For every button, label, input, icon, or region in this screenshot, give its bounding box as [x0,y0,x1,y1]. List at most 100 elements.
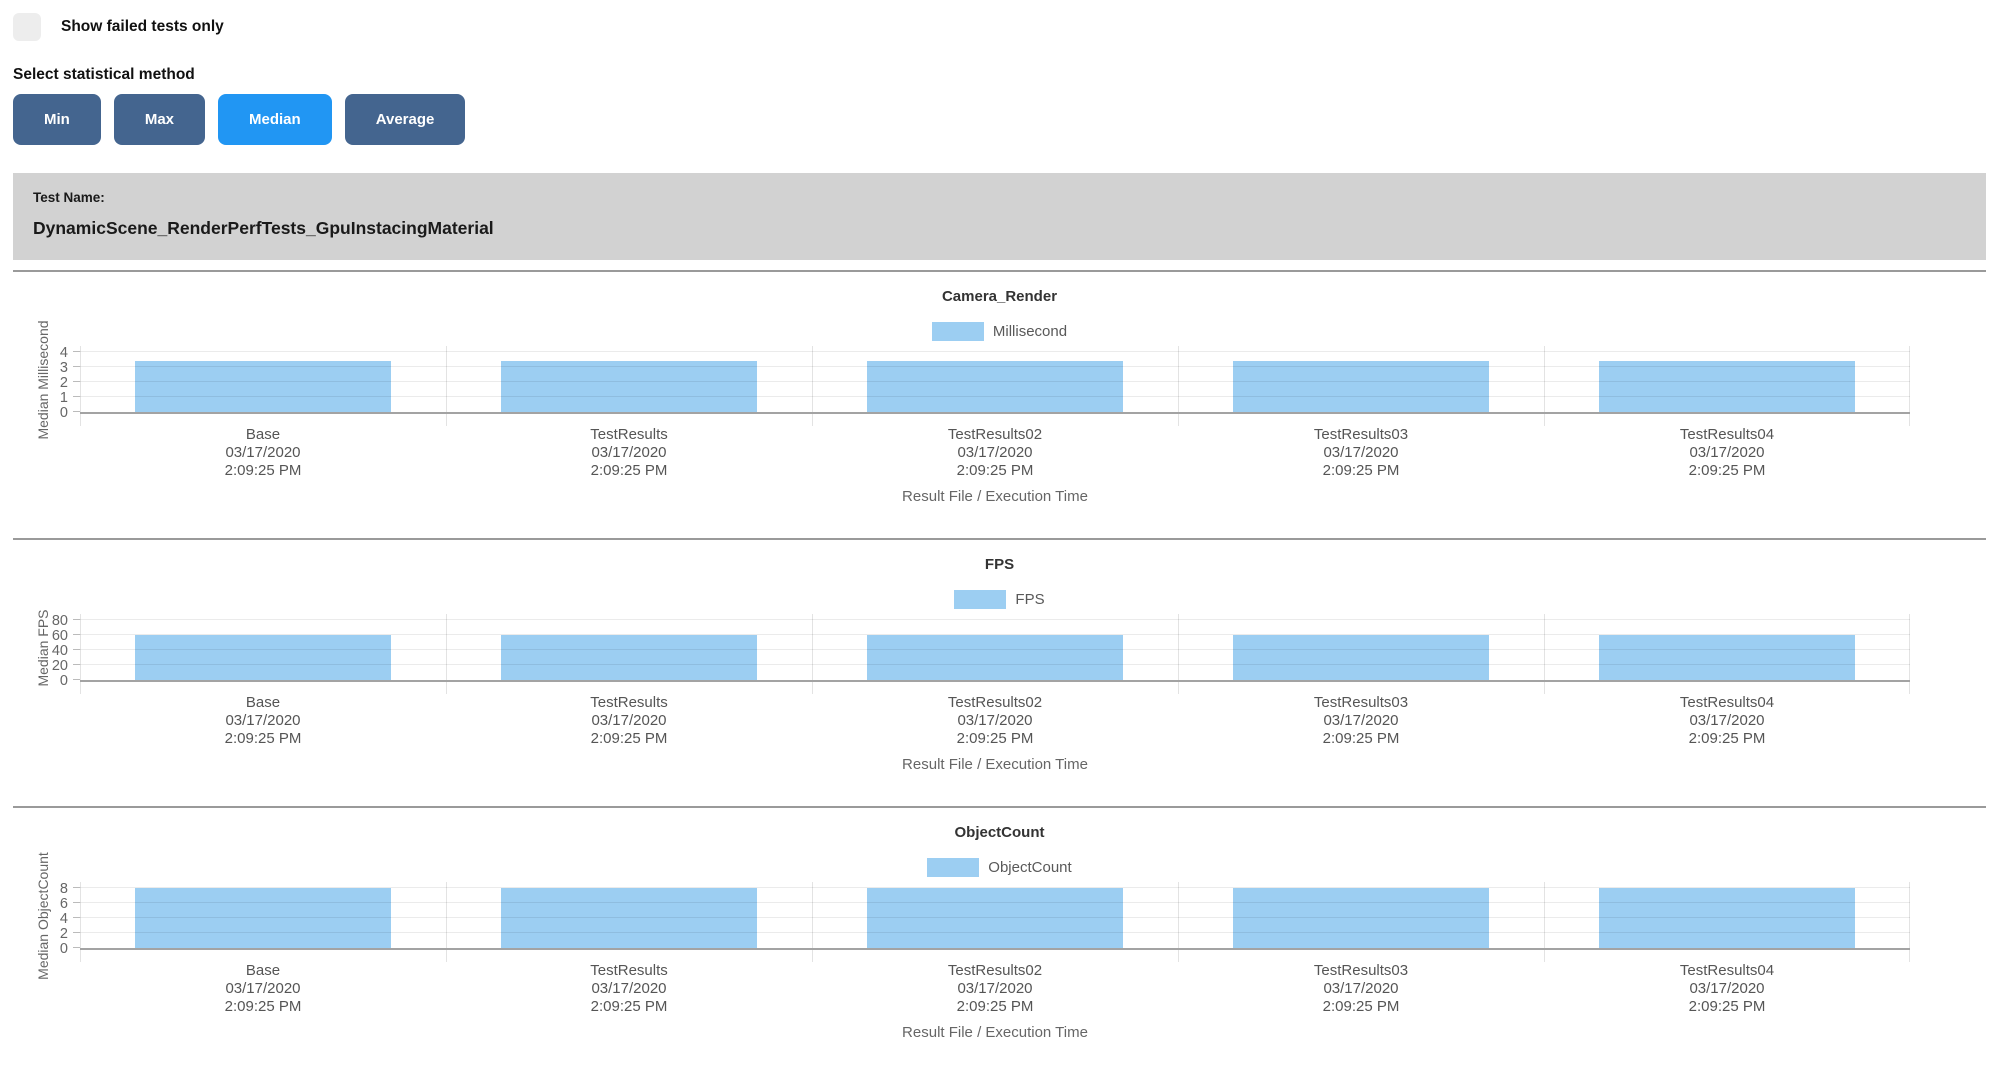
y-tick-mark [73,366,80,367]
y-tick-mark [73,902,80,903]
test-name-header: Test Name: DynamicScene_RenderPerfTests_… [13,173,1986,260]
y-tick-label: 2 [59,926,68,942]
gridline [80,932,1910,933]
execution-date: 03/17/2020 [1689,712,1765,729]
stat-method-buttons: Min Max Median Average [13,94,1986,145]
x-category-label: TestResults04 03/17/2020 2:09:25 PM [1544,694,1910,748]
x-labels: Base 03/17/2020 2:09:25 PM TestResults 03/17… [80,962,1910,1016]
x-labels: Base 03/17/2020 2:09:25 PM TestResults 03/17… [80,426,1910,480]
y-tick-label: 40 [51,643,68,659]
y-tick-mark [73,619,80,620]
result-file-name: TestResults [590,694,668,711]
chart-legend[interactable]: ObjectCount [13,858,1986,877]
x-category-label: TestResults02 03/17/2020 2:09:25 PM [812,694,1178,748]
y-tick-mark [73,411,80,412]
result-file-name: TestResults [590,426,668,443]
min-button[interactable]: Min [13,94,101,145]
gridline [80,887,1910,888]
x-category-label: TestResults03 03/17/2020 2:09:25 PM [1178,426,1544,480]
plot-row: Median FPS 0 20 40 60 80 [13,609,1986,694]
execution-time: 2:09:25 PM [224,730,302,747]
chart-title: ObjectCount [954,824,1045,841]
category-gridline [1909,346,1910,426]
max-button[interactable]: Max [113,94,206,145]
execution-time: 2:09:25 PM [1322,462,1400,479]
gridline [80,649,1910,650]
y-tick-label: 4 [59,911,68,927]
execution-date: 03/17/2020 [1689,980,1765,997]
chart-title: Camera_Render [941,288,1058,305]
average-button[interactable]: Average [344,94,466,145]
result-file-name: Base [245,694,281,711]
category-gridline [80,614,81,694]
execution-time: 2:09:25 PM [956,730,1034,747]
execution-date: 03/17/2020 [957,444,1033,461]
execution-date: 03/17/2020 [591,980,667,997]
y-tick-label: 2 [59,375,68,391]
y-tick-mark [73,351,80,352]
category-gridline [1544,346,1545,426]
show-failed-row: Show failed tests only [13,13,1986,41]
bar [500,635,758,680]
gridline [80,917,1910,918]
y-tick-label: 1 [59,390,68,406]
show-failed-checkbox[interactable] [13,13,41,41]
y-tick-mark [73,947,80,948]
bar [134,361,392,412]
execution-date: 03/17/2020 [225,980,301,997]
category-gridline [1909,614,1910,694]
y-tick-label: 0 [59,405,68,421]
execution-time: 2:09:25 PM [1322,730,1400,747]
x-category-label: TestResults 03/17/2020 2:09:25 PM [446,426,812,480]
category-gridline [1178,346,1179,426]
x-category-label: TestResults 03/17/2020 2:09:25 PM [446,694,812,748]
execution-date: 03/17/2020 [591,444,667,461]
execution-time: 2:09:25 PM [956,998,1034,1015]
result-file-name: TestResults02 [947,426,1043,443]
x-category-label: TestResults02 03/17/2020 2:09:25 PM [812,962,1178,1016]
execution-time: 2:09:25 PM [590,730,668,747]
chart-title: FPS [984,556,1015,573]
execution-time: 2:09:25 PM [224,998,302,1015]
x-category-label: Base 03/17/2020 2:09:25 PM [80,962,446,1016]
x-category-label: TestResults 03/17/2020 2:09:25 PM [446,962,812,1016]
y-tick-mark [73,917,80,918]
bar [1232,888,1490,948]
bar [1232,635,1490,680]
category-gridline [1909,882,1910,962]
x-category-label: Base 03/17/2020 2:09:25 PM [80,426,446,480]
result-file-name: TestResults04 [1679,962,1775,979]
category-gridline [80,882,81,962]
category-gridline [812,614,813,694]
execution-date: 03/17/2020 [225,444,301,461]
median-button[interactable]: Median [218,94,332,145]
bar [1598,635,1856,680]
y-tick-mark [73,932,80,933]
execution-time: 2:09:25 PM [590,998,668,1015]
result-file-name: TestResults03 [1313,694,1409,711]
x-axis-line [80,948,1910,950]
chart-legend[interactable]: FPS [13,590,1986,609]
gridline [80,381,1910,382]
chart-legend[interactable]: Millisecond [13,322,1986,341]
y-tick-label: 0 [59,673,68,689]
y-tick-label: 6 [59,896,68,912]
result-file-name: TestResults03 [1313,962,1409,979]
test-name-value: DynamicScene_RenderPerfTests_GpuInstacin… [33,218,494,238]
category-gridline [812,882,813,962]
execution-date: 03/17/2020 [957,980,1033,997]
y-tick-label: 0 [59,941,68,957]
category-gridline [1544,614,1545,694]
y-tick-mark [73,664,80,665]
bar [134,635,392,680]
chart-section-fps: FPS FPS Median FPS 0 20 40 60 80 Base 03/17/2… [13,538,1986,806]
category-gridline [1544,882,1545,962]
stat-method-label: Select statistical method [13,66,195,83]
execution-date: 03/17/2020 [1323,980,1399,997]
x-category-label: TestResults03 03/17/2020 2:09:25 PM [1178,694,1544,748]
bar [1598,361,1856,412]
chart-section-camera-render: Camera_Render Millisecond Median Millise… [13,270,1986,538]
